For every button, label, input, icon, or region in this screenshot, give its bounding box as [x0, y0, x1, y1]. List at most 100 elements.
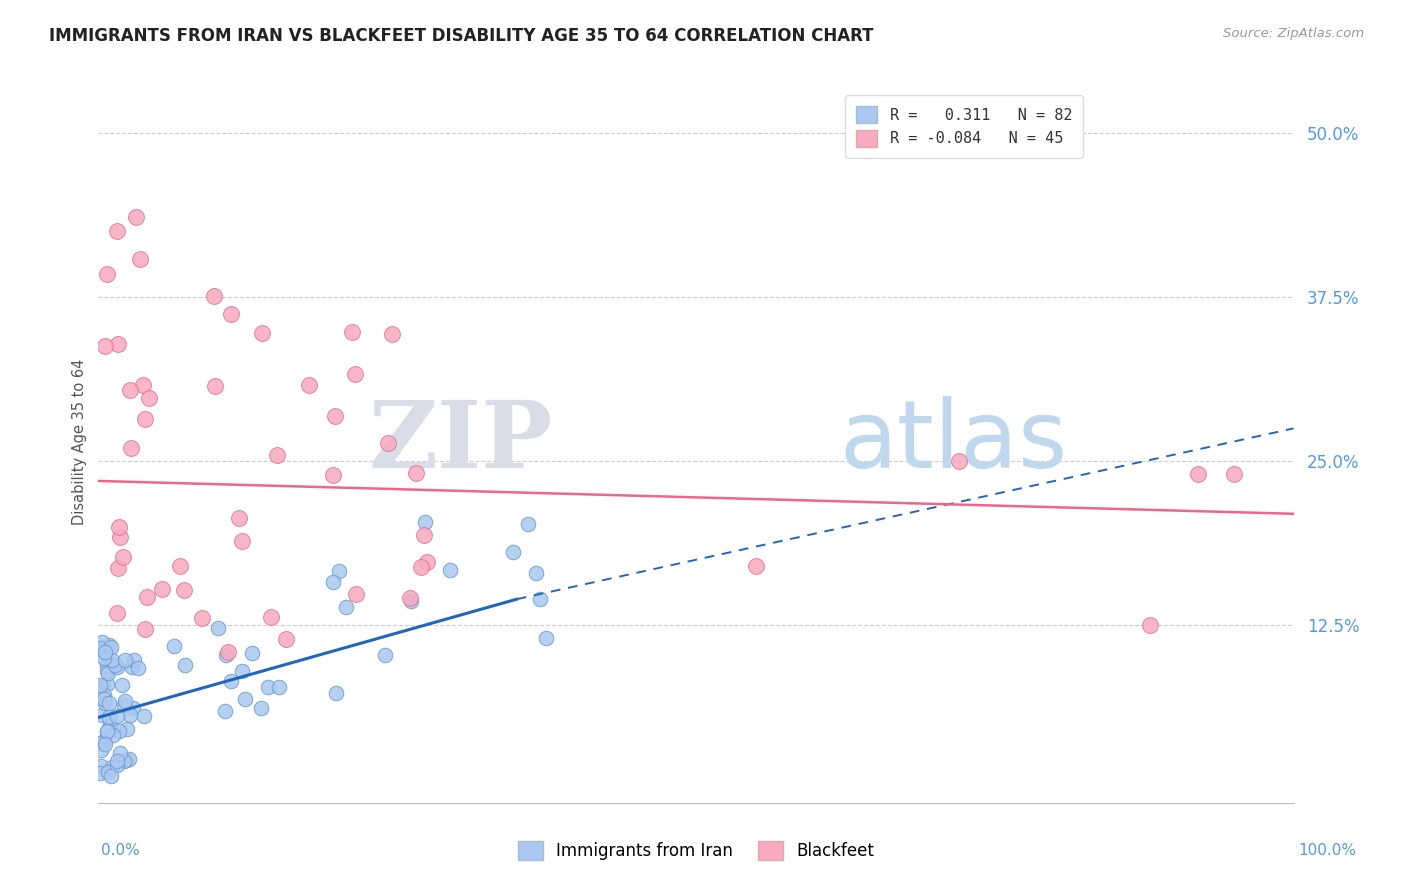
Point [104, 658, 127, 673]
Text: IMMIGRANTS FROM IRAN VS BLACKFEET DISABILITY AGE 35 TO 64 CORRELATION CHART: IMMIGRANTS FROM IRAN VS BLACKFEET DISABI… [49, 27, 873, 45]
Point [134, 622, 156, 636]
Text: 100.0%: 100.0% [1299, 843, 1357, 858]
Point [215, 648, 238, 663]
Point [110, 746, 132, 760]
Point [240, 646, 263, 660]
Point [250, 701, 273, 715]
Point [1139, 618, 1161, 632]
Point [250, 326, 273, 340]
Point [90, 742, 112, 756]
Point [98, 639, 121, 653]
Point [502, 544, 524, 558]
Point [132, 378, 155, 392]
Point [98, 710, 121, 724]
Point [298, 377, 321, 392]
Point [266, 448, 288, 462]
Point [169, 558, 191, 573]
Point [91, 635, 114, 649]
Point [260, 609, 283, 624]
Point [105, 224, 128, 238]
Point [191, 610, 214, 624]
Point [335, 599, 357, 614]
Point [97, 666, 120, 681]
Point [207, 621, 229, 635]
Point [107, 337, 129, 351]
Point [89, 677, 111, 691]
Point [398, 591, 420, 605]
Point [1187, 467, 1209, 482]
Point [105, 607, 128, 621]
Point [115, 722, 138, 736]
Point [129, 252, 152, 266]
Point [121, 660, 143, 674]
Point [322, 574, 344, 589]
Point [101, 728, 124, 742]
Point [100, 640, 122, 654]
Point [89, 765, 111, 780]
Point [127, 661, 149, 675]
Point [114, 694, 136, 708]
Point [97, 723, 120, 737]
Point [150, 582, 173, 596]
Point [415, 555, 437, 569]
Point [217, 645, 239, 659]
Point [98, 696, 121, 710]
Text: 0.0%: 0.0% [101, 843, 141, 858]
Point [256, 680, 278, 694]
Point [118, 752, 141, 766]
Point [121, 701, 143, 715]
Point [228, 511, 250, 525]
Point [120, 441, 142, 455]
Point [105, 659, 128, 673]
Point [93, 733, 115, 747]
Point [108, 724, 131, 739]
Point [204, 379, 226, 393]
Point [401, 594, 423, 608]
Point [219, 307, 242, 321]
Point [100, 768, 122, 782]
Point [120, 383, 142, 397]
Point [536, 631, 558, 645]
Point [413, 528, 436, 542]
Point [96, 664, 118, 678]
Point [108, 520, 131, 534]
Point [87, 736, 110, 750]
Point [91, 707, 114, 722]
Point [91, 680, 114, 694]
Point [526, 566, 548, 581]
Point [93, 689, 115, 703]
Text: ZIP: ZIP [368, 397, 553, 486]
Point [89, 640, 111, 655]
Point [134, 412, 156, 426]
Point [112, 754, 135, 768]
Point [381, 327, 404, 342]
Point [173, 658, 195, 673]
Point [267, 680, 290, 694]
Point [439, 563, 461, 577]
Point [114, 653, 136, 667]
Point [344, 368, 367, 382]
Point [517, 517, 540, 532]
Point [1223, 467, 1246, 482]
Text: atlas: atlas [839, 395, 1067, 488]
Point [90, 759, 112, 773]
Point [91, 643, 114, 657]
Point [405, 466, 427, 480]
Point [96, 677, 118, 691]
Point [105, 754, 128, 768]
Legend: Immigrants from Iran, Blackfeet: Immigrants from Iran, Blackfeet [512, 834, 880, 867]
Point [114, 753, 136, 767]
Text: Source: ZipAtlas.com: Source: ZipAtlas.com [1223, 27, 1364, 40]
Point [529, 591, 551, 606]
Point [163, 639, 186, 653]
Point [96, 724, 118, 739]
Point [118, 707, 141, 722]
Point [91, 645, 114, 659]
Point [219, 674, 242, 689]
Point [93, 651, 115, 665]
Y-axis label: Disability Age 35 to 64: Disability Age 35 to 64 [72, 359, 87, 524]
Point [374, 648, 396, 663]
Point [323, 409, 346, 424]
Point [325, 686, 347, 700]
Point [322, 467, 344, 482]
